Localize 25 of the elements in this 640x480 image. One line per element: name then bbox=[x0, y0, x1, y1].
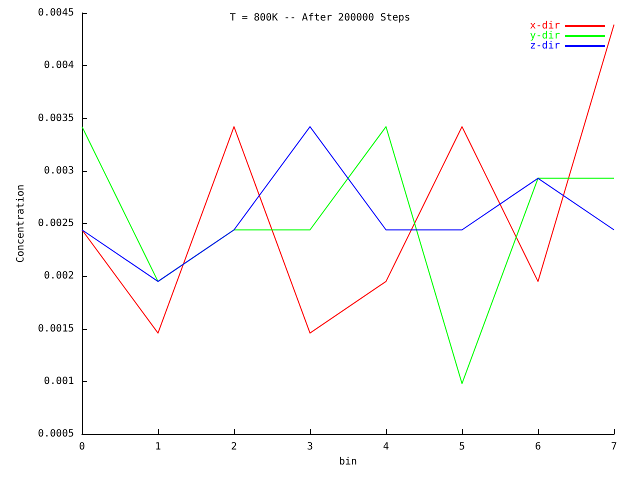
legend-label: x-dir bbox=[530, 20, 560, 32]
x-tick-label: 2 bbox=[230, 442, 238, 453]
x-tick-label: 4 bbox=[382, 442, 390, 453]
y-tick-label: 0.001 bbox=[44, 376, 74, 387]
x-tick-label: 3 bbox=[306, 442, 314, 453]
x-tick-label: 6 bbox=[534, 442, 542, 453]
y-tick-label: 0.0025 bbox=[38, 218, 74, 230]
x-axis-title: bin bbox=[338, 456, 358, 468]
y-tick-label: 0.0005 bbox=[38, 428, 74, 440]
y-tick-label: 0.0045 bbox=[38, 8, 74, 18]
x-tick-label: 7 bbox=[610, 442, 618, 453]
y-tick-label: 0.002 bbox=[44, 270, 74, 282]
line-series bbox=[82, 126, 614, 282]
x-tick-label: 0 bbox=[78, 442, 86, 453]
y-tick-label: 0.0035 bbox=[38, 112, 74, 124]
y-tick-label: 0.0015 bbox=[38, 323, 74, 334]
x-tick-label: 1 bbox=[154, 442, 162, 453]
x-tick-label: 5 bbox=[458, 442, 466, 453]
line-series bbox=[82, 126, 614, 384]
y-axis-title: Concentration bbox=[16, 184, 26, 263]
legend-label: z-dir bbox=[530, 40, 560, 52]
legend-label: y-dir bbox=[530, 30, 560, 42]
y-tick-label: 0.004 bbox=[44, 60, 74, 72]
chart-title: T = 800K -- After 200000 Steps bbox=[230, 12, 410, 24]
y-tick-label: 0.003 bbox=[44, 165, 74, 176]
